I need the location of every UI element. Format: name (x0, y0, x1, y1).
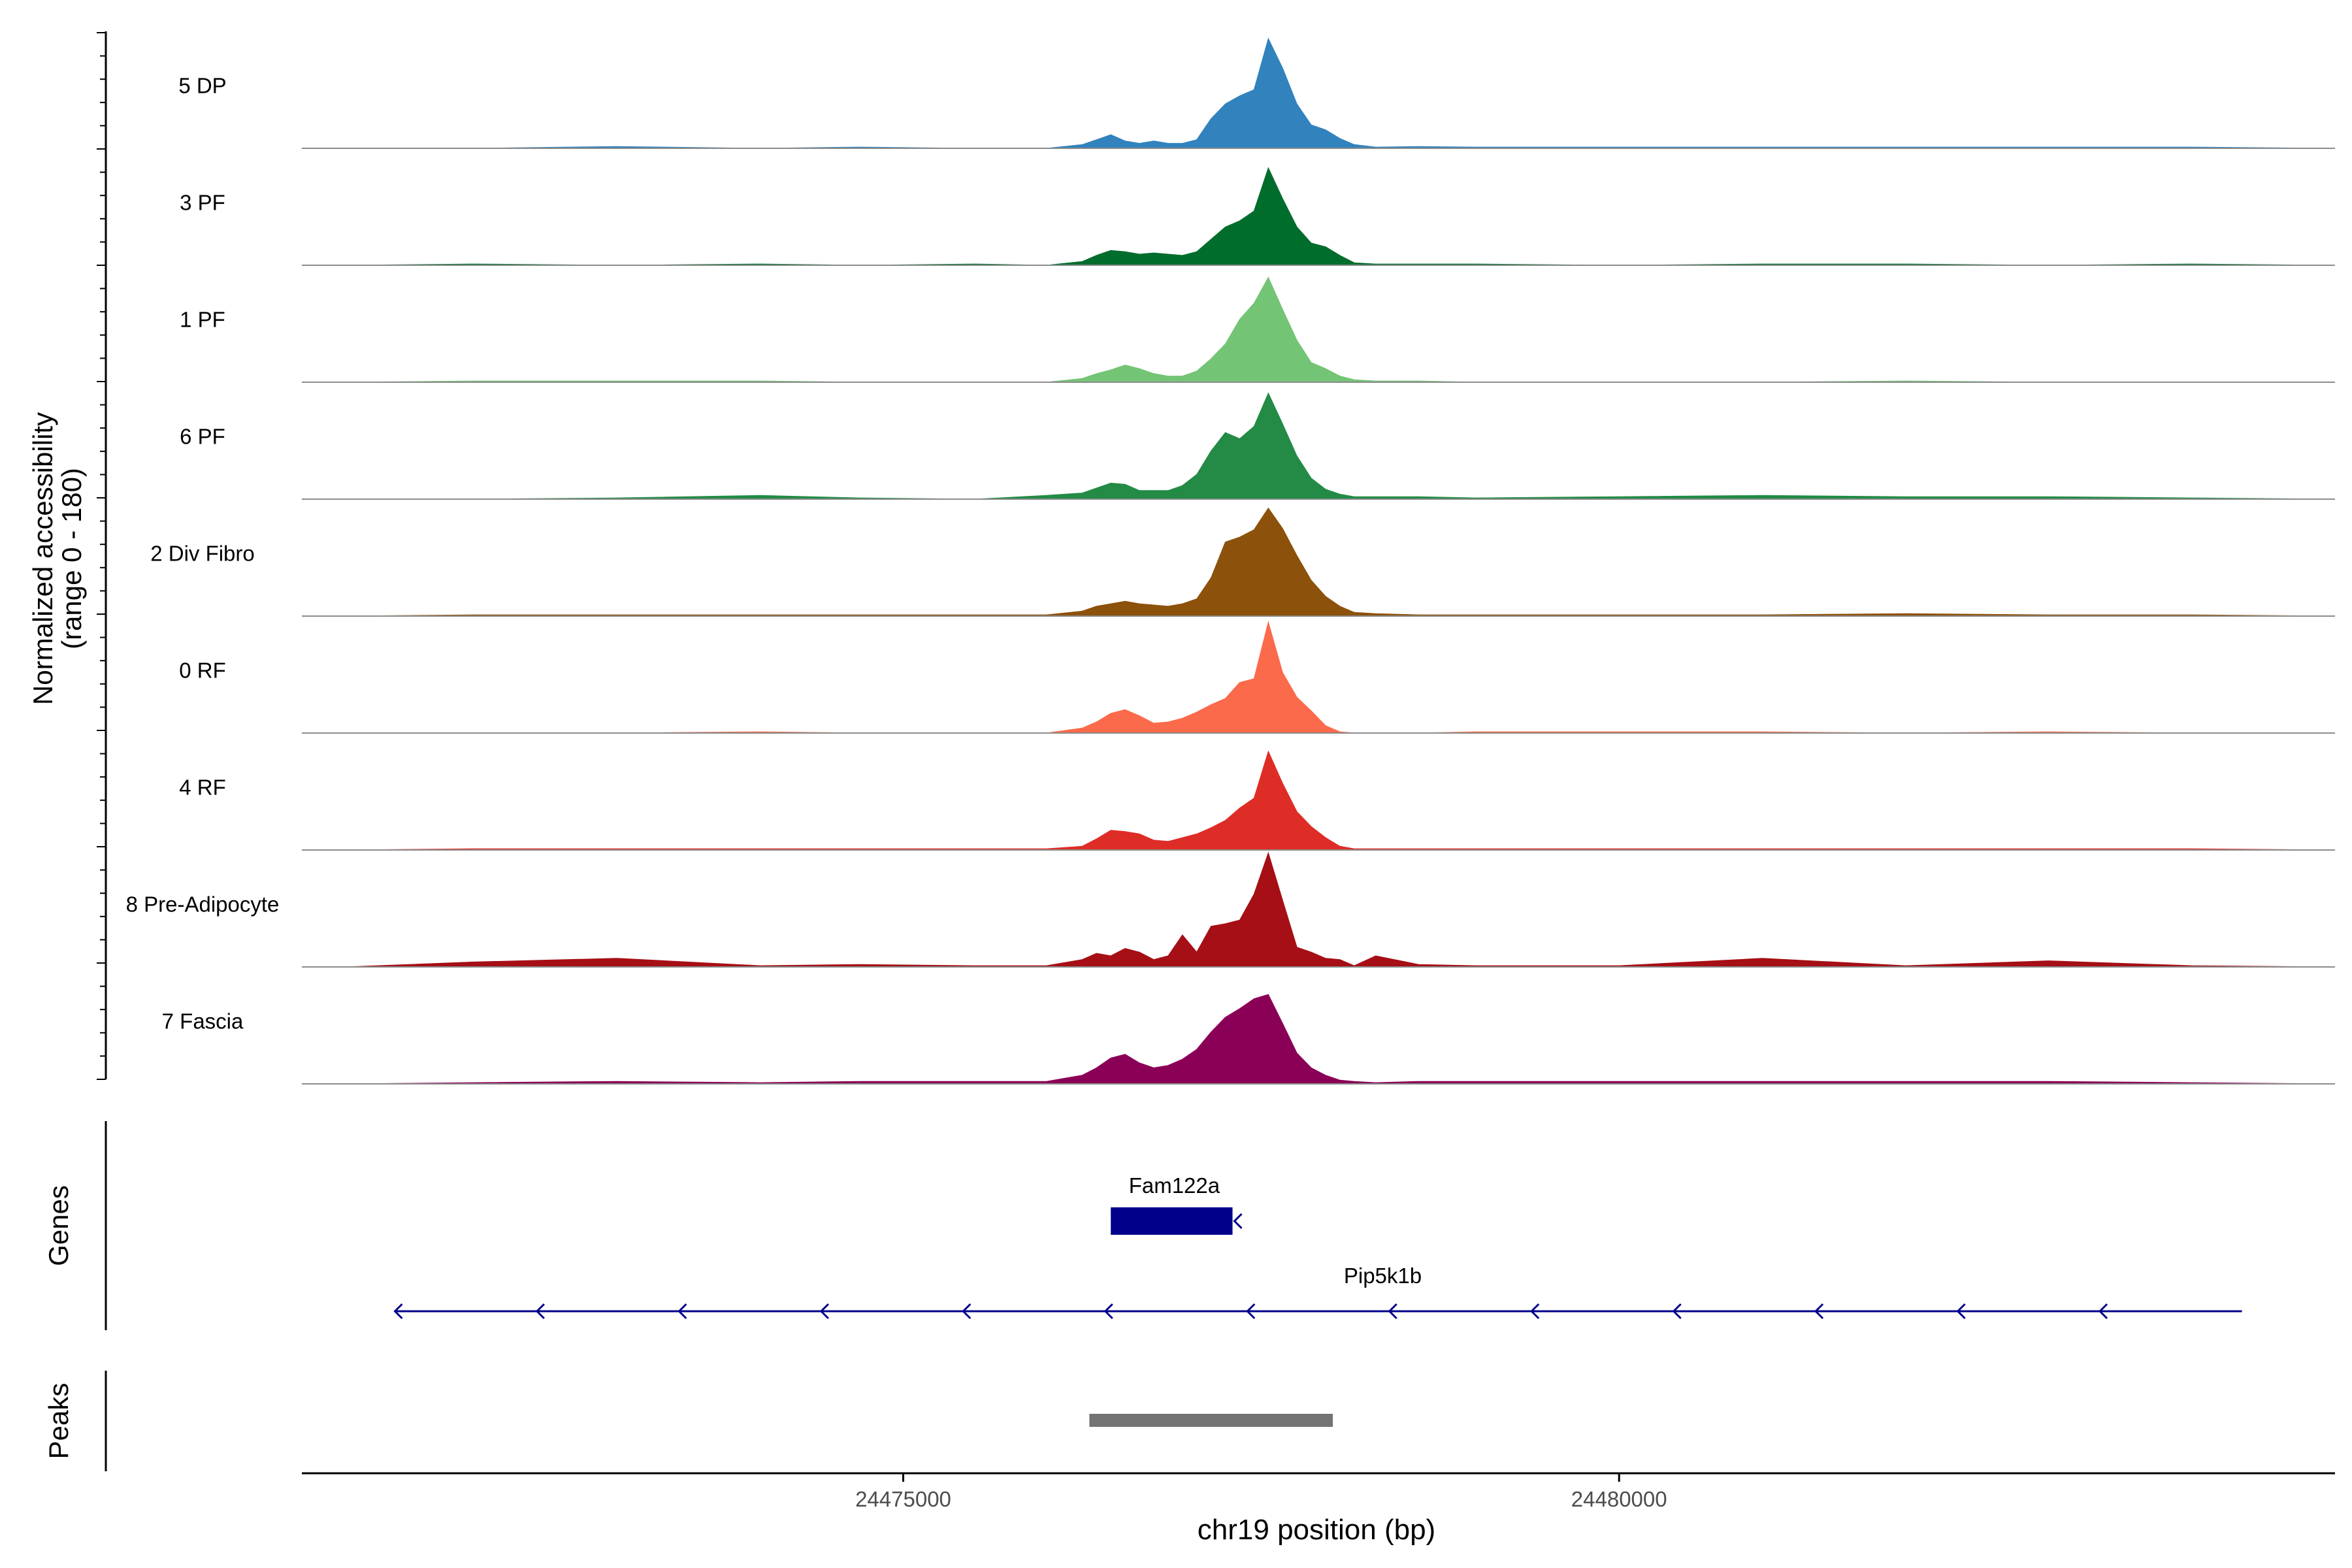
gene-pip5k1b-strand-arrow (1246, 1303, 1256, 1320)
gene-fam122a-strand-arrow (1233, 1213, 1243, 1230)
track-label-1-pf: 1 PF (180, 308, 225, 332)
gene-pip5k1b-strand-arrow (1814, 1303, 1824, 1320)
y-axis-title-line1: Normalized accessibility (27, 412, 58, 705)
track-label-7-fascia: 7 Fascia (162, 1009, 244, 1034)
coverage-area-6-pf (344, 392, 2336, 500)
gene-label-fam122a: Fam122a (1129, 1173, 1220, 1198)
genes-axis-label: Genes (43, 1185, 74, 1266)
x-axis-title: chr19 position (bp) (1198, 1514, 1435, 1546)
coverage-area-4-rf (344, 750, 2336, 851)
gene-pip5k1b-strand-arrow (1103, 1303, 1113, 1320)
y-axis-title-line2: (range 0 - 180) (56, 468, 87, 649)
gene-label-pip5k1b: Pip5k1b (1344, 1264, 1422, 1288)
gene-pip5k1b-strand-arrow (1956, 1303, 1966, 1320)
gene-pip5k1b-strand-arrow (2098, 1303, 2108, 1320)
coverage-area-7-fascia (344, 994, 2336, 1085)
gene-annotations: Fam122a Pip5k1b (393, 1173, 2242, 1320)
y-axis-ticks (97, 32, 106, 1080)
track-label-5-dp: 5 DP (178, 74, 226, 98)
gene-pip5k1b-strand-arrow (1530, 1303, 1540, 1320)
track-label-8-pre-adipocyte: 8 Pre-Adipocyte (126, 892, 280, 917)
track-label-4-rf: 4 RF (179, 776, 226, 800)
track-label-3-pf: 3 PF (180, 191, 225, 215)
track-label-0-rf: 0 RF (179, 659, 226, 683)
gene-pip5k1b-strand-arrow (1388, 1303, 1397, 1320)
coverage-area-2-div-fibro (344, 507, 2336, 617)
gene-fam122a-body (1111, 1207, 1233, 1235)
gene-pip5k1b-strand-arrow (819, 1303, 829, 1320)
gene-pip5k1b-strand-arrow (962, 1303, 972, 1320)
peaks-axis-label: Peaks (43, 1383, 74, 1460)
gene-pip5k1b-strand-arrow (1672, 1303, 1682, 1320)
peak-region (1089, 1414, 1333, 1427)
gene-pip5k1b-strand-arrow (535, 1303, 545, 1320)
gene-pip5k1b-strand-arrow (393, 1303, 403, 1320)
track-label-2-div-fibro: 2 Div Fibro (150, 542, 255, 566)
track-labels: 5 DP 3 PF 1 PF 6 PF 2 Div Fibro 0 RF 4 RF 8 Pre… (126, 74, 280, 1034)
x-axis-tick-label: 24480000 (1571, 1487, 1667, 1511)
coverage-area-8-pre-adipocyte (344, 851, 2336, 968)
x-axis-ticks: 24475000 24480000 (855, 1473, 1667, 1511)
x-axis-tick-label: 24475000 (855, 1487, 951, 1511)
coverage-tracks (302, 37, 2336, 1085)
peak-regions (1089, 1414, 1333, 1427)
gene-pip5k1b-strand-arrow (678, 1303, 687, 1320)
track-label-6-pf: 6 PF (180, 425, 225, 449)
